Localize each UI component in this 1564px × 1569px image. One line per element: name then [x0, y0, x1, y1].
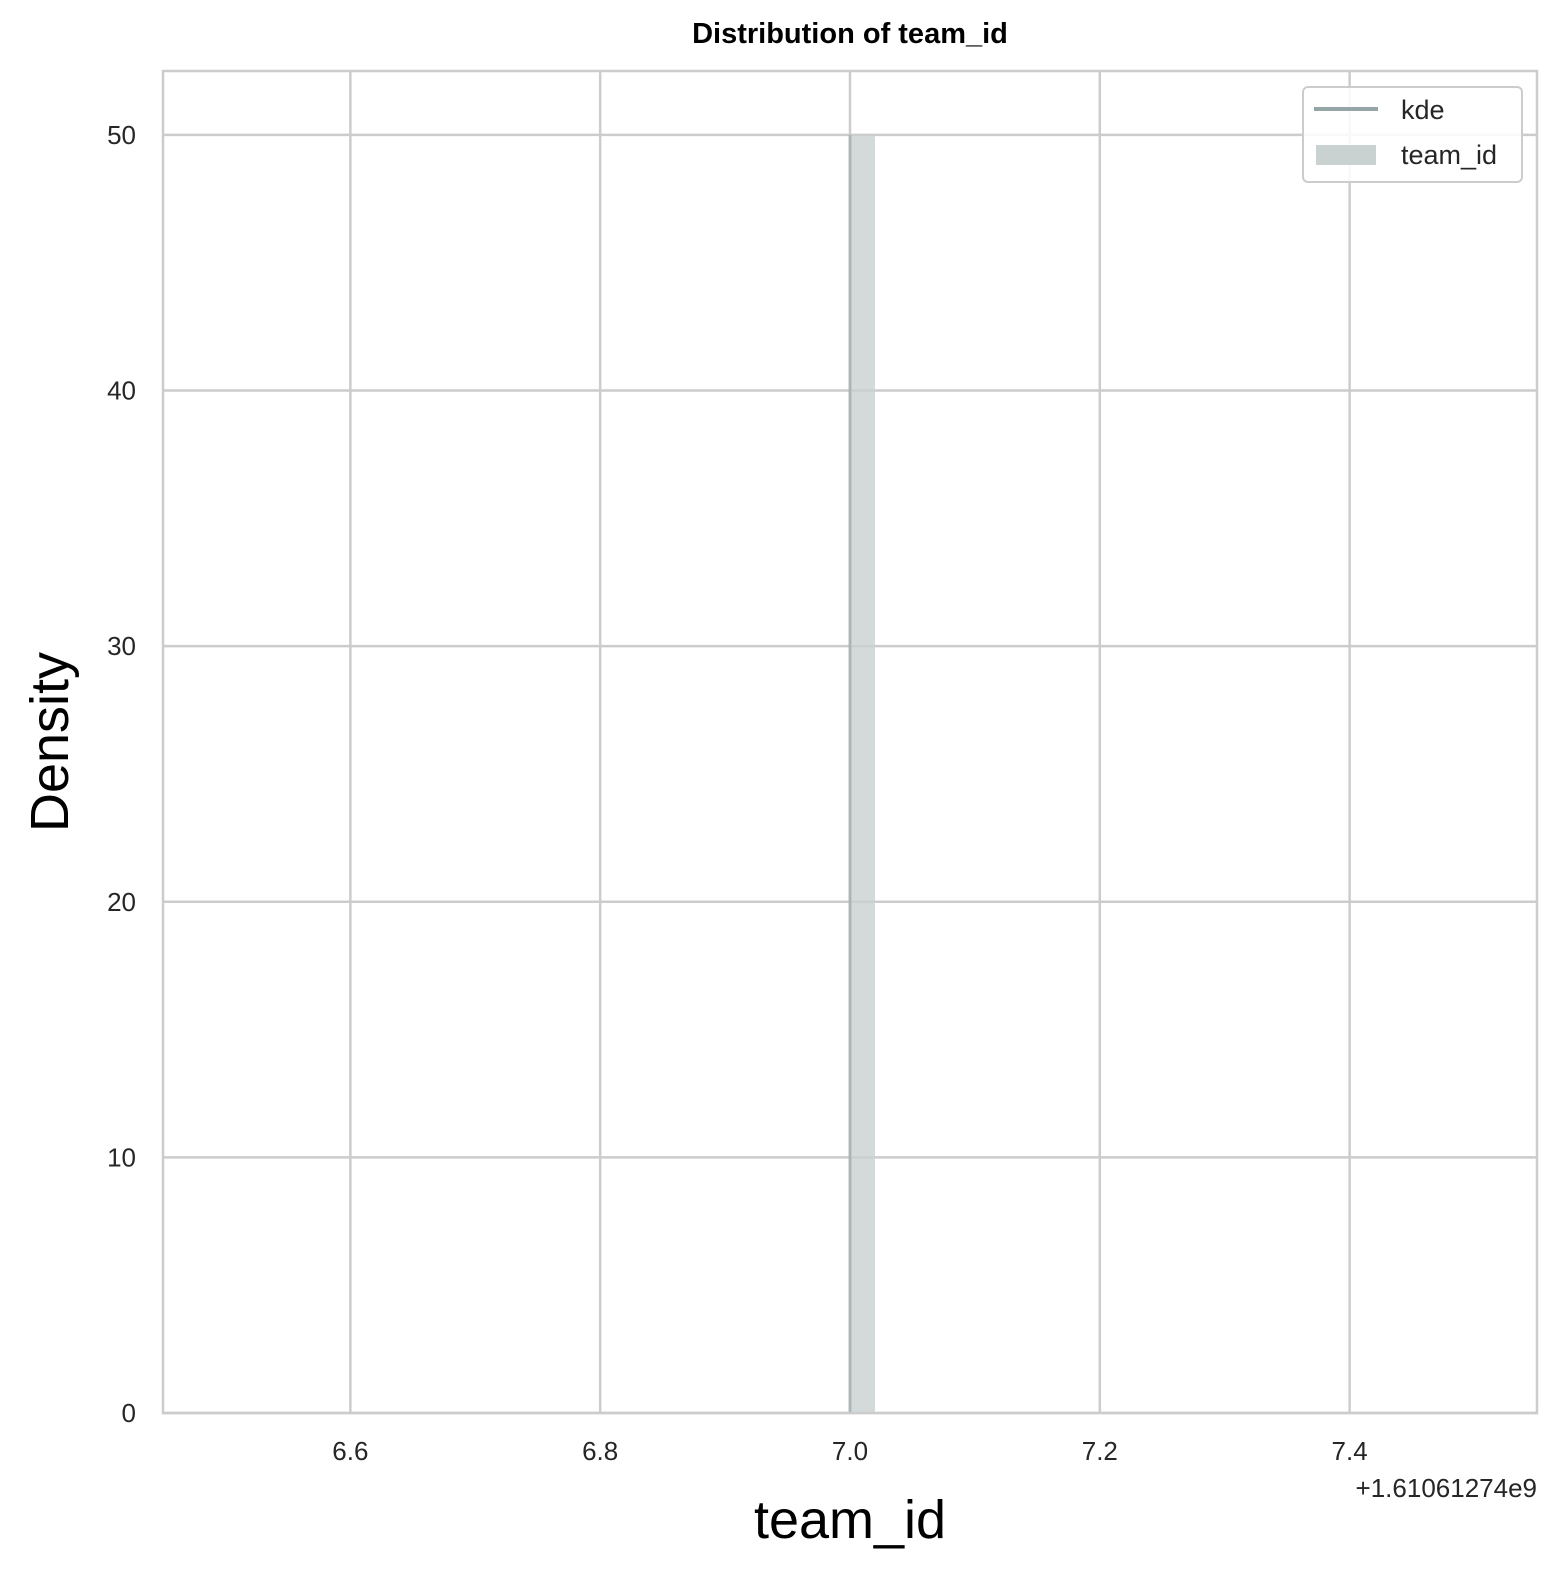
x-tick-label: 6.8	[582, 1436, 618, 1466]
x-tick-label: 7.2	[1082, 1436, 1118, 1466]
x-axis-offset-label: +1.61061274e9	[1356, 1473, 1537, 1503]
legend-kde-label: kde	[1401, 95, 1445, 125]
legend: kde team_id	[1302, 86, 1523, 183]
legend-team-id-swatch	[1316, 145, 1376, 165]
plot-frame	[161, 69, 1539, 1415]
y-axis-ticks: 0 10 20 30 40 50	[107, 120, 136, 1428]
y-tick-label: 0	[122, 1398, 136, 1428]
x-axis-ticks: 6.6 6.8 7.0 7.2 7.4	[332, 1436, 1367, 1466]
x-tick-label: 6.6	[332, 1436, 368, 1466]
histogram-bar	[850, 134, 875, 1413]
y-tick-label: 40	[107, 376, 136, 406]
x-tick-label: 7.4	[1332, 1436, 1368, 1466]
legend-team-id-label: team_id	[1401, 140, 1497, 170]
y-tick-label: 10	[107, 1142, 136, 1172]
y-tick-label: 50	[107, 120, 136, 150]
x-axis-label: team_id	[754, 1490, 946, 1550]
histogram-bars	[850, 134, 875, 1413]
y-tick-label: 20	[107, 887, 136, 917]
chart-title: Distribution of team_id	[692, 18, 1008, 50]
y-tick-label: 30	[107, 631, 136, 661]
x-tick-label: 7.0	[832, 1436, 868, 1466]
y-axis-label: Density	[20, 652, 80, 832]
